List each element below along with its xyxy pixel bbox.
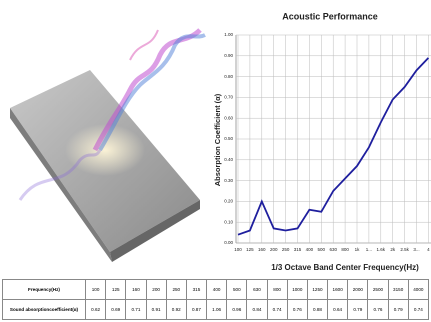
x-tick-label: 250 xyxy=(282,247,290,252)
table-row: Sound absorptioncoefficient(α) 0.62 0.69 0.… xyxy=(2,299,430,320)
table-cell: 200 xyxy=(145,279,167,300)
table-cell: 0.64 xyxy=(327,299,349,320)
x-tick-label: 800 xyxy=(341,247,349,252)
table-cell: 160 xyxy=(125,279,147,300)
y-tick-label: 0.30 xyxy=(224,178,233,183)
x-tick-label: 1.6k xyxy=(377,247,386,252)
table-cell: 1250 xyxy=(306,279,329,300)
table-cell: 500 xyxy=(226,279,248,300)
x-tick-label: 125 xyxy=(246,247,254,252)
y-tick-label: 0.40 xyxy=(224,157,233,162)
table-cell: 630 xyxy=(246,279,268,300)
table-row: Frequency(Hz) 100 125 160 200 250 315 400 500 630… xyxy=(2,279,430,300)
y-tick-label: 0.50 xyxy=(224,136,233,141)
x-tick-label: 315 xyxy=(294,247,302,252)
x-tick-label: 2.5k xyxy=(400,247,409,252)
table-cell: Sound absorptioncoefficient(α) xyxy=(2,299,86,320)
x-tick-label: 2k xyxy=(390,247,396,252)
y-tick-label: 0.10 xyxy=(224,219,233,224)
y-axis-label: Absorption Coefficient (α) xyxy=(213,93,222,186)
x-tick-label: 3... xyxy=(413,247,419,252)
y-tick-label: 0.80 xyxy=(224,74,233,79)
table-cell: 0.88 xyxy=(306,299,329,320)
y-tick-label: 0.00 xyxy=(224,240,233,245)
table-cell: 0.74 xyxy=(407,299,430,320)
table-cell: 0.62 xyxy=(84,299,107,320)
table-cell: 1600 xyxy=(327,279,349,300)
data-line xyxy=(237,57,430,236)
table-cell: 1000 xyxy=(286,279,308,300)
y-tick-label: 0.90 xyxy=(224,53,233,58)
table-cell: 0.71 xyxy=(125,299,147,320)
x-axis-label: 1/3 Octave Band Center Frequency(Hz) xyxy=(271,263,419,272)
x-tick-label: 400 xyxy=(306,247,314,252)
x-tick-label: 1... xyxy=(366,247,372,252)
x-tick-label: 1k xyxy=(355,247,361,252)
table-cell: 2500 xyxy=(367,279,389,300)
table-cell: 400 xyxy=(206,279,228,300)
x-tick-label: 200 xyxy=(270,247,278,252)
x-tick-label: 500 xyxy=(318,247,326,252)
table-cell: 0.92 xyxy=(165,299,187,320)
table-cell: 125 xyxy=(105,279,127,300)
table-cell: 2000 xyxy=(347,279,369,300)
table-cell: 0.76 xyxy=(286,299,308,320)
table-cell: 0.74 xyxy=(266,299,288,320)
y-tick-label: 0.20 xyxy=(224,199,233,204)
table-cell: 800 xyxy=(266,279,288,300)
table-cell: 0.84 xyxy=(246,299,268,320)
y-tick-label: 0.70 xyxy=(224,95,233,100)
table-cell: 0.79 xyxy=(387,299,409,320)
table-cell: 0.69 xyxy=(105,299,127,320)
data-table: Frequency(Hz) 100 125 160 200 250 315 400 500 630… xyxy=(2,279,430,320)
table-cell: 0.87 xyxy=(185,299,208,320)
table-cell: Frequency(Hz) xyxy=(2,279,86,300)
table-cell: 0.79 xyxy=(347,299,369,320)
chart: Acoustic Performance 1/3 Octave Band Cen… xyxy=(10,11,431,272)
x-tick-label: 4 xyxy=(427,247,430,252)
y-tick-label: 0.60 xyxy=(224,115,233,120)
y-tick-label: 1.00 xyxy=(224,32,233,37)
table-cell: 0.76 xyxy=(367,299,389,320)
panel-illustration xyxy=(10,28,206,262)
table-cell: 0.96 xyxy=(226,299,248,320)
table-cell: 315 xyxy=(185,279,208,300)
table-cell: 250 xyxy=(165,279,187,300)
x-tick-label: 100 xyxy=(234,247,242,252)
x-tick-label: 630 xyxy=(329,247,337,252)
chart-title: Acoustic Performance xyxy=(282,11,378,21)
table-cell: 0.91 xyxy=(145,299,167,320)
table-cell: 1.06 xyxy=(206,299,228,320)
table-cell: 4000 xyxy=(407,279,430,300)
table-cell: 3150 xyxy=(387,279,409,300)
table-cell: 100 xyxy=(84,279,107,300)
x-tick-label: 160 xyxy=(258,247,266,252)
